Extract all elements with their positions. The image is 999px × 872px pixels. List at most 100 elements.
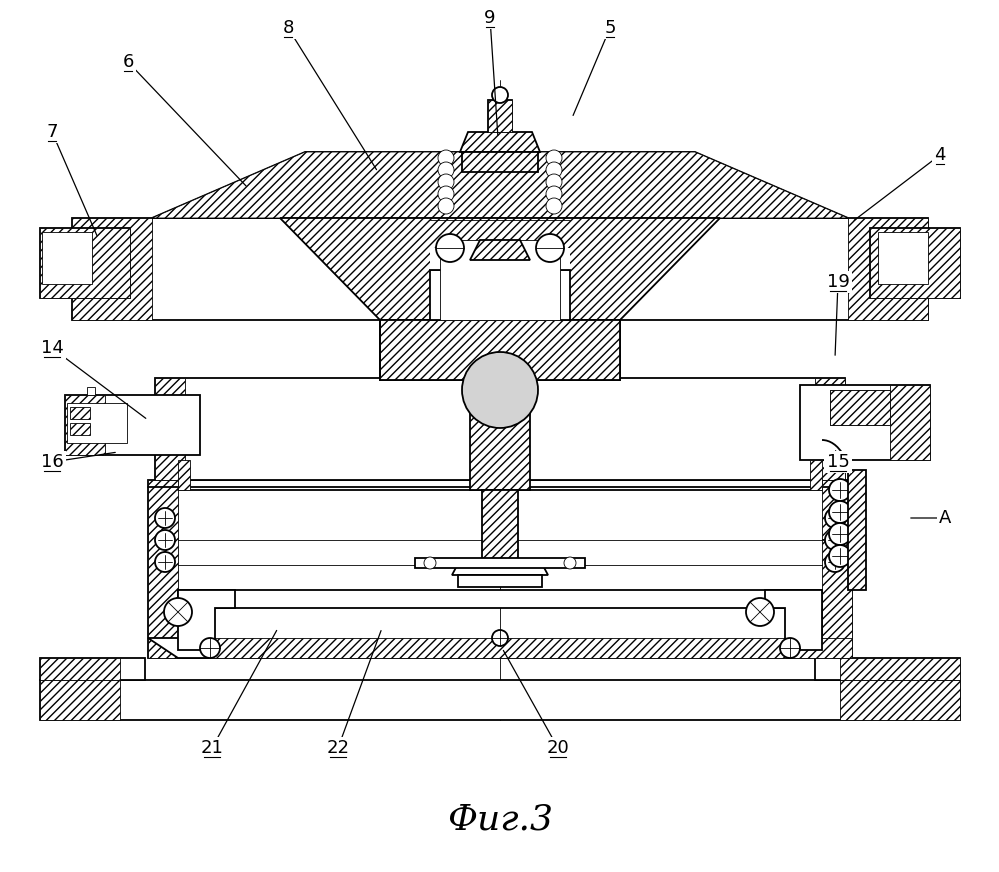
Circle shape bbox=[492, 87, 508, 103]
Bar bbox=[488, 100, 512, 132]
Polygon shape bbox=[890, 385, 930, 460]
Text: 8: 8 bbox=[283, 19, 294, 37]
Circle shape bbox=[825, 508, 845, 528]
Bar bbox=[430, 270, 570, 320]
Polygon shape bbox=[40, 680, 120, 720]
Polygon shape bbox=[840, 658, 960, 680]
Bar bbox=[70, 423, 90, 435]
Polygon shape bbox=[40, 658, 120, 680]
Circle shape bbox=[155, 508, 175, 528]
Bar bbox=[878, 232, 928, 284]
Bar bbox=[67, 403, 127, 443]
Text: Фиг.3: Фиг.3 bbox=[447, 803, 553, 837]
Circle shape bbox=[546, 174, 562, 190]
Polygon shape bbox=[452, 560, 548, 575]
Circle shape bbox=[155, 552, 175, 572]
Bar bbox=[380, 320, 620, 380]
Polygon shape bbox=[72, 218, 152, 320]
Circle shape bbox=[546, 162, 562, 178]
Circle shape bbox=[829, 523, 851, 545]
Text: 14: 14 bbox=[41, 339, 64, 357]
Text: 4: 4 bbox=[934, 146, 946, 164]
Circle shape bbox=[536, 234, 564, 262]
Circle shape bbox=[436, 234, 464, 262]
Polygon shape bbox=[152, 152, 848, 218]
Circle shape bbox=[424, 557, 436, 569]
Bar bbox=[155, 378, 845, 480]
Circle shape bbox=[438, 186, 454, 202]
Bar bbox=[148, 480, 852, 658]
Polygon shape bbox=[380, 320, 620, 380]
Bar bbox=[42, 232, 92, 284]
Text: 15: 15 bbox=[826, 453, 849, 471]
Polygon shape bbox=[40, 228, 130, 298]
Bar bbox=[178, 460, 190, 490]
Polygon shape bbox=[470, 375, 530, 490]
Circle shape bbox=[462, 352, 538, 428]
Polygon shape bbox=[815, 378, 845, 480]
Polygon shape bbox=[765, 590, 822, 650]
Text: 19: 19 bbox=[826, 273, 849, 291]
Circle shape bbox=[825, 530, 845, 550]
Circle shape bbox=[438, 162, 454, 178]
Polygon shape bbox=[40, 228, 130, 298]
Bar bbox=[462, 152, 538, 172]
Bar bbox=[72, 218, 928, 320]
Circle shape bbox=[829, 501, 851, 523]
Text: A: A bbox=[939, 509, 951, 527]
Bar bbox=[440, 240, 560, 320]
Circle shape bbox=[164, 598, 192, 626]
Bar bbox=[40, 658, 145, 680]
Text: 21: 21 bbox=[201, 739, 224, 757]
Polygon shape bbox=[178, 590, 235, 650]
Circle shape bbox=[829, 545, 851, 567]
Bar bbox=[830, 390, 890, 425]
Polygon shape bbox=[870, 228, 960, 298]
Polygon shape bbox=[848, 218, 928, 320]
Polygon shape bbox=[822, 480, 852, 658]
Circle shape bbox=[564, 557, 576, 569]
Polygon shape bbox=[470, 240, 530, 260]
Bar bbox=[87, 387, 95, 395]
Polygon shape bbox=[460, 132, 540, 152]
Polygon shape bbox=[148, 480, 178, 658]
Polygon shape bbox=[280, 218, 720, 320]
Bar bbox=[458, 575, 542, 587]
Circle shape bbox=[438, 150, 454, 166]
Bar bbox=[815, 658, 960, 680]
Polygon shape bbox=[840, 680, 960, 720]
Bar bbox=[65, 395, 200, 455]
Bar bbox=[40, 680, 960, 720]
Polygon shape bbox=[152, 152, 848, 218]
Circle shape bbox=[746, 598, 774, 626]
Polygon shape bbox=[148, 638, 208, 658]
Circle shape bbox=[825, 552, 845, 572]
Bar bbox=[430, 248, 570, 320]
Circle shape bbox=[200, 638, 220, 658]
Bar bbox=[800, 385, 930, 460]
Bar bbox=[482, 490, 518, 570]
Circle shape bbox=[780, 638, 800, 658]
Polygon shape bbox=[870, 228, 960, 298]
Circle shape bbox=[546, 186, 562, 202]
Bar bbox=[70, 407, 90, 419]
Circle shape bbox=[492, 630, 508, 646]
Bar bbox=[810, 460, 822, 490]
Circle shape bbox=[155, 530, 175, 550]
Text: 7: 7 bbox=[46, 123, 58, 141]
Polygon shape bbox=[65, 395, 105, 455]
Bar bbox=[415, 558, 585, 568]
Text: 6: 6 bbox=[122, 53, 134, 71]
Text: 20: 20 bbox=[546, 739, 569, 757]
Polygon shape bbox=[148, 638, 852, 658]
Bar bbox=[848, 470, 866, 590]
Text: 22: 22 bbox=[327, 739, 350, 757]
Circle shape bbox=[546, 198, 562, 214]
Text: 16: 16 bbox=[41, 453, 63, 471]
Bar bbox=[178, 590, 822, 608]
Polygon shape bbox=[830, 390, 890, 425]
Text: 9: 9 bbox=[485, 9, 496, 27]
Circle shape bbox=[829, 479, 851, 501]
Circle shape bbox=[438, 174, 454, 190]
Circle shape bbox=[438, 198, 454, 214]
